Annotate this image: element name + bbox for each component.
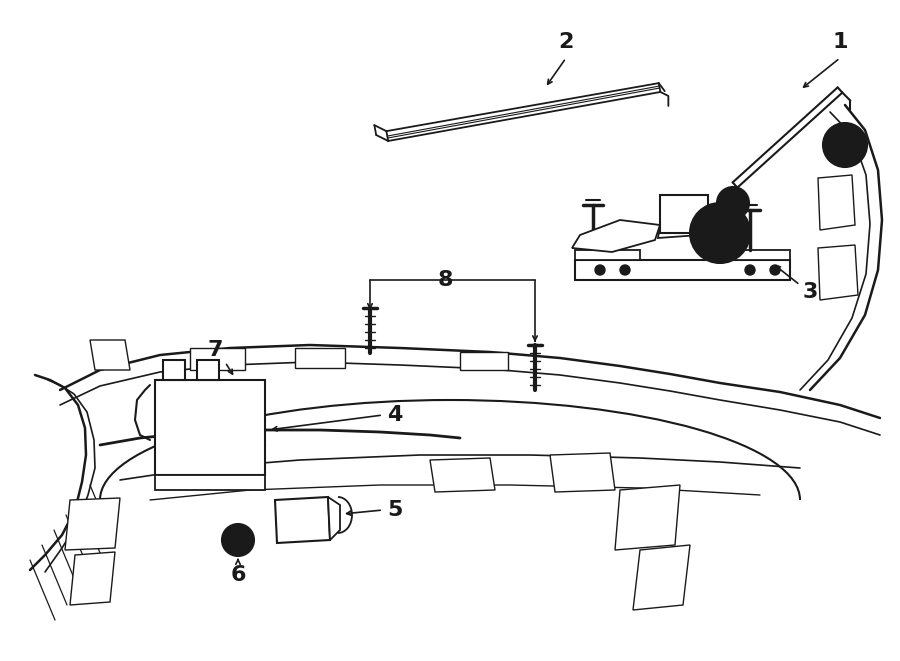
Polygon shape <box>90 340 130 370</box>
Polygon shape <box>818 245 858 300</box>
Text: 3: 3 <box>802 282 818 302</box>
Text: 6: 6 <box>230 565 246 585</box>
Polygon shape <box>575 260 790 280</box>
Bar <box>295 348 345 368</box>
Polygon shape <box>818 175 855 230</box>
Circle shape <box>231 533 245 547</box>
Bar <box>660 195 708 233</box>
Polygon shape <box>328 497 340 540</box>
Bar <box>190 348 245 370</box>
Polygon shape <box>275 497 330 543</box>
Polygon shape <box>633 545 690 610</box>
Circle shape <box>823 123 867 167</box>
Polygon shape <box>197 360 219 380</box>
Polygon shape <box>65 498 120 550</box>
Text: 5: 5 <box>387 500 402 520</box>
Polygon shape <box>430 458 495 492</box>
Polygon shape <box>720 250 790 260</box>
Circle shape <box>222 524 254 556</box>
Text: 8: 8 <box>437 270 453 290</box>
Circle shape <box>717 187 749 219</box>
Circle shape <box>726 196 740 210</box>
Circle shape <box>745 265 755 275</box>
Polygon shape <box>155 475 265 490</box>
Polygon shape <box>658 210 740 238</box>
Polygon shape <box>155 380 265 475</box>
Polygon shape <box>70 552 115 605</box>
Polygon shape <box>575 250 640 260</box>
Circle shape <box>702 215 738 251</box>
Circle shape <box>770 265 780 275</box>
Polygon shape <box>163 360 185 380</box>
Polygon shape <box>615 485 680 550</box>
Circle shape <box>620 265 630 275</box>
Circle shape <box>690 203 750 263</box>
Circle shape <box>595 265 605 275</box>
Text: 7: 7 <box>207 340 223 360</box>
Text: 2: 2 <box>558 32 573 52</box>
Polygon shape <box>550 453 615 492</box>
Text: 4: 4 <box>387 405 402 425</box>
Text: 1: 1 <box>832 32 848 52</box>
Bar <box>460 352 508 370</box>
Polygon shape <box>572 220 660 252</box>
